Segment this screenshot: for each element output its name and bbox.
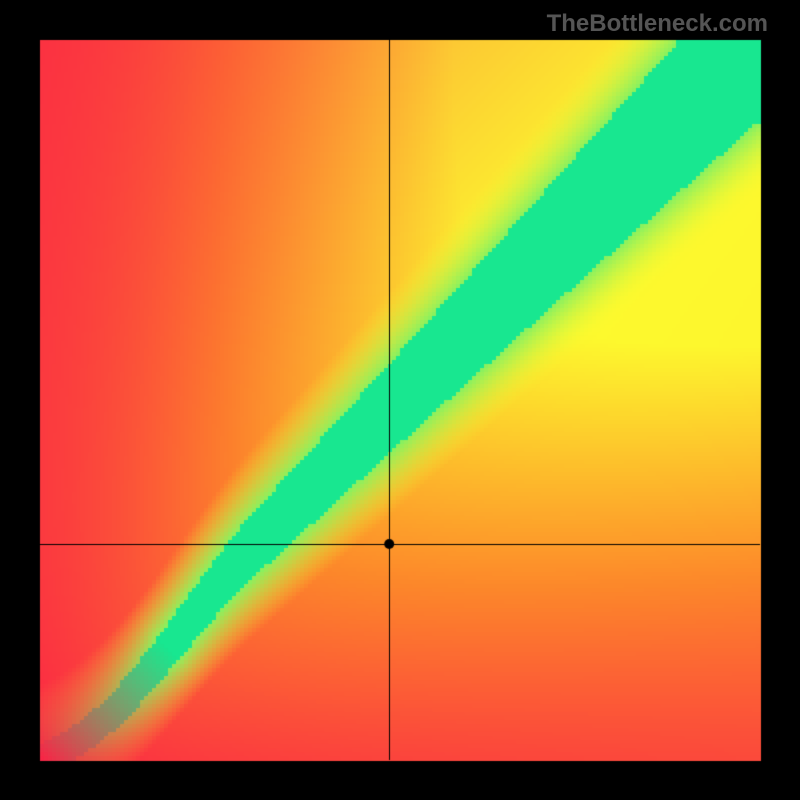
chart-container: TheBottleneck.com [0, 0, 800, 800]
bottleneck-heatmap [0, 0, 800, 800]
watermark-text: TheBottleneck.com [547, 10, 768, 38]
